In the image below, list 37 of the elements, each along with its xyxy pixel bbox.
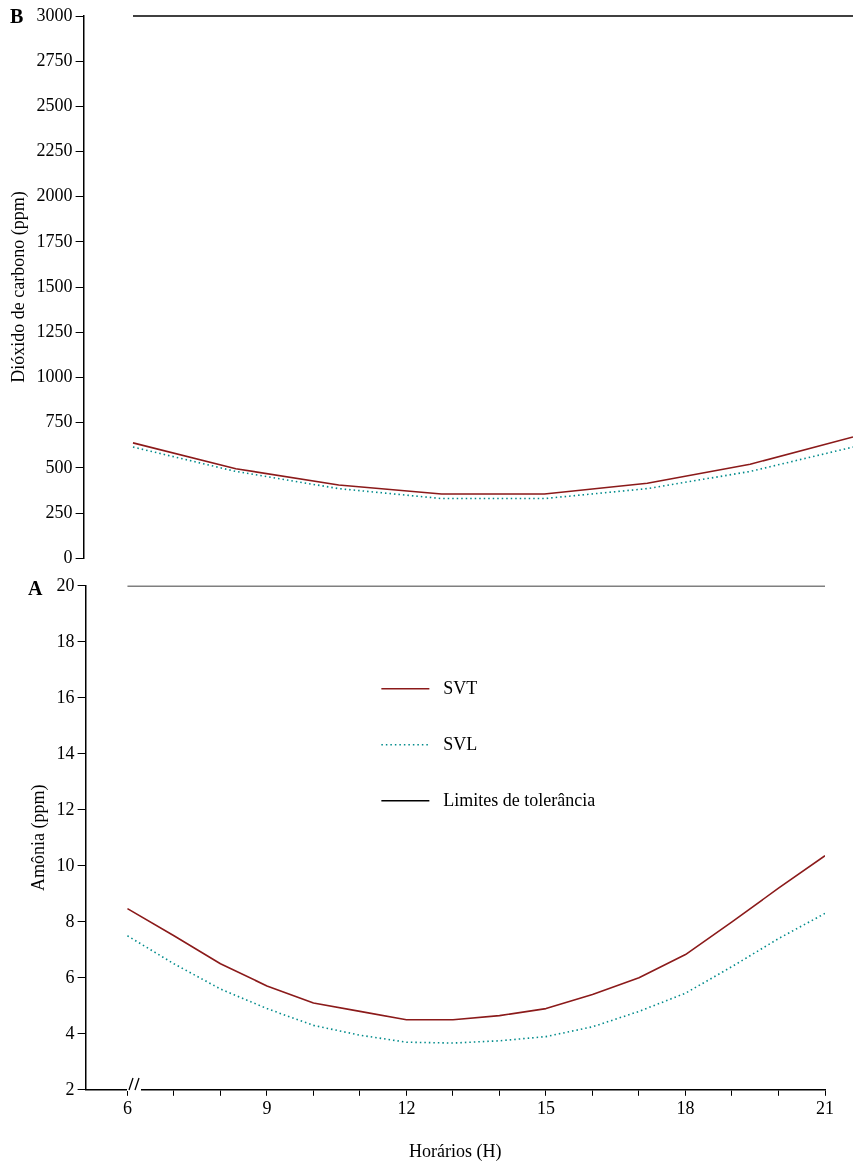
y-tick-label: 2750 xyxy=(36,49,73,70)
y-tick-label: 12 xyxy=(56,798,75,819)
y-tick-label: 6 xyxy=(65,966,75,987)
y-tick-label: 16 xyxy=(56,686,75,707)
x-tick-label: 12 xyxy=(397,1098,416,1119)
y-tick-label: 250 xyxy=(45,501,73,522)
y-tick-label: 8 xyxy=(65,910,75,931)
y-tick-label: 1250 xyxy=(36,321,73,342)
y-tick-label: 0 xyxy=(63,546,73,567)
text: A xyxy=(28,577,43,600)
y-tick-label: 1750 xyxy=(36,230,73,251)
y-tick-label: 2000 xyxy=(36,185,73,206)
y-tick-label: 10 xyxy=(56,854,75,875)
y-tick-label: 1000 xyxy=(36,366,73,387)
x-axis-title: Horários (H) xyxy=(409,1140,502,1162)
text: B xyxy=(10,5,24,28)
y-tick-label: 18 xyxy=(56,630,75,651)
y-axis-title: Dióxido de carbono (ppm) xyxy=(7,191,29,383)
y-tick-label: 20 xyxy=(56,574,75,595)
y-tick-label: 14 xyxy=(56,742,75,763)
y-axis-title: Amônia (ppm) xyxy=(27,784,49,892)
y-tick-label: 1500 xyxy=(36,275,73,296)
y-tick-label: 750 xyxy=(45,411,73,432)
x-tick-label: 18 xyxy=(676,1098,695,1119)
x-tick-label: 9 xyxy=(262,1098,272,1119)
legend-label: SVT xyxy=(443,677,478,698)
y-tick-label: 3000 xyxy=(36,4,73,25)
legend-label: SVL xyxy=(443,733,478,754)
x-tick-label: 15 xyxy=(536,1098,555,1119)
y-tick-label: 2500 xyxy=(36,95,73,116)
y-tick-label: 4 xyxy=(65,1022,75,1043)
x-tick-label: 6 xyxy=(122,1098,132,1119)
x-tick-label: 21 xyxy=(816,1098,834,1119)
y-tick-label: 500 xyxy=(45,456,73,477)
y-tick-label: 2250 xyxy=(36,140,73,161)
legend-label: Limites de tolerância xyxy=(443,789,596,810)
y-tick-label: 2 xyxy=(65,1078,75,1099)
